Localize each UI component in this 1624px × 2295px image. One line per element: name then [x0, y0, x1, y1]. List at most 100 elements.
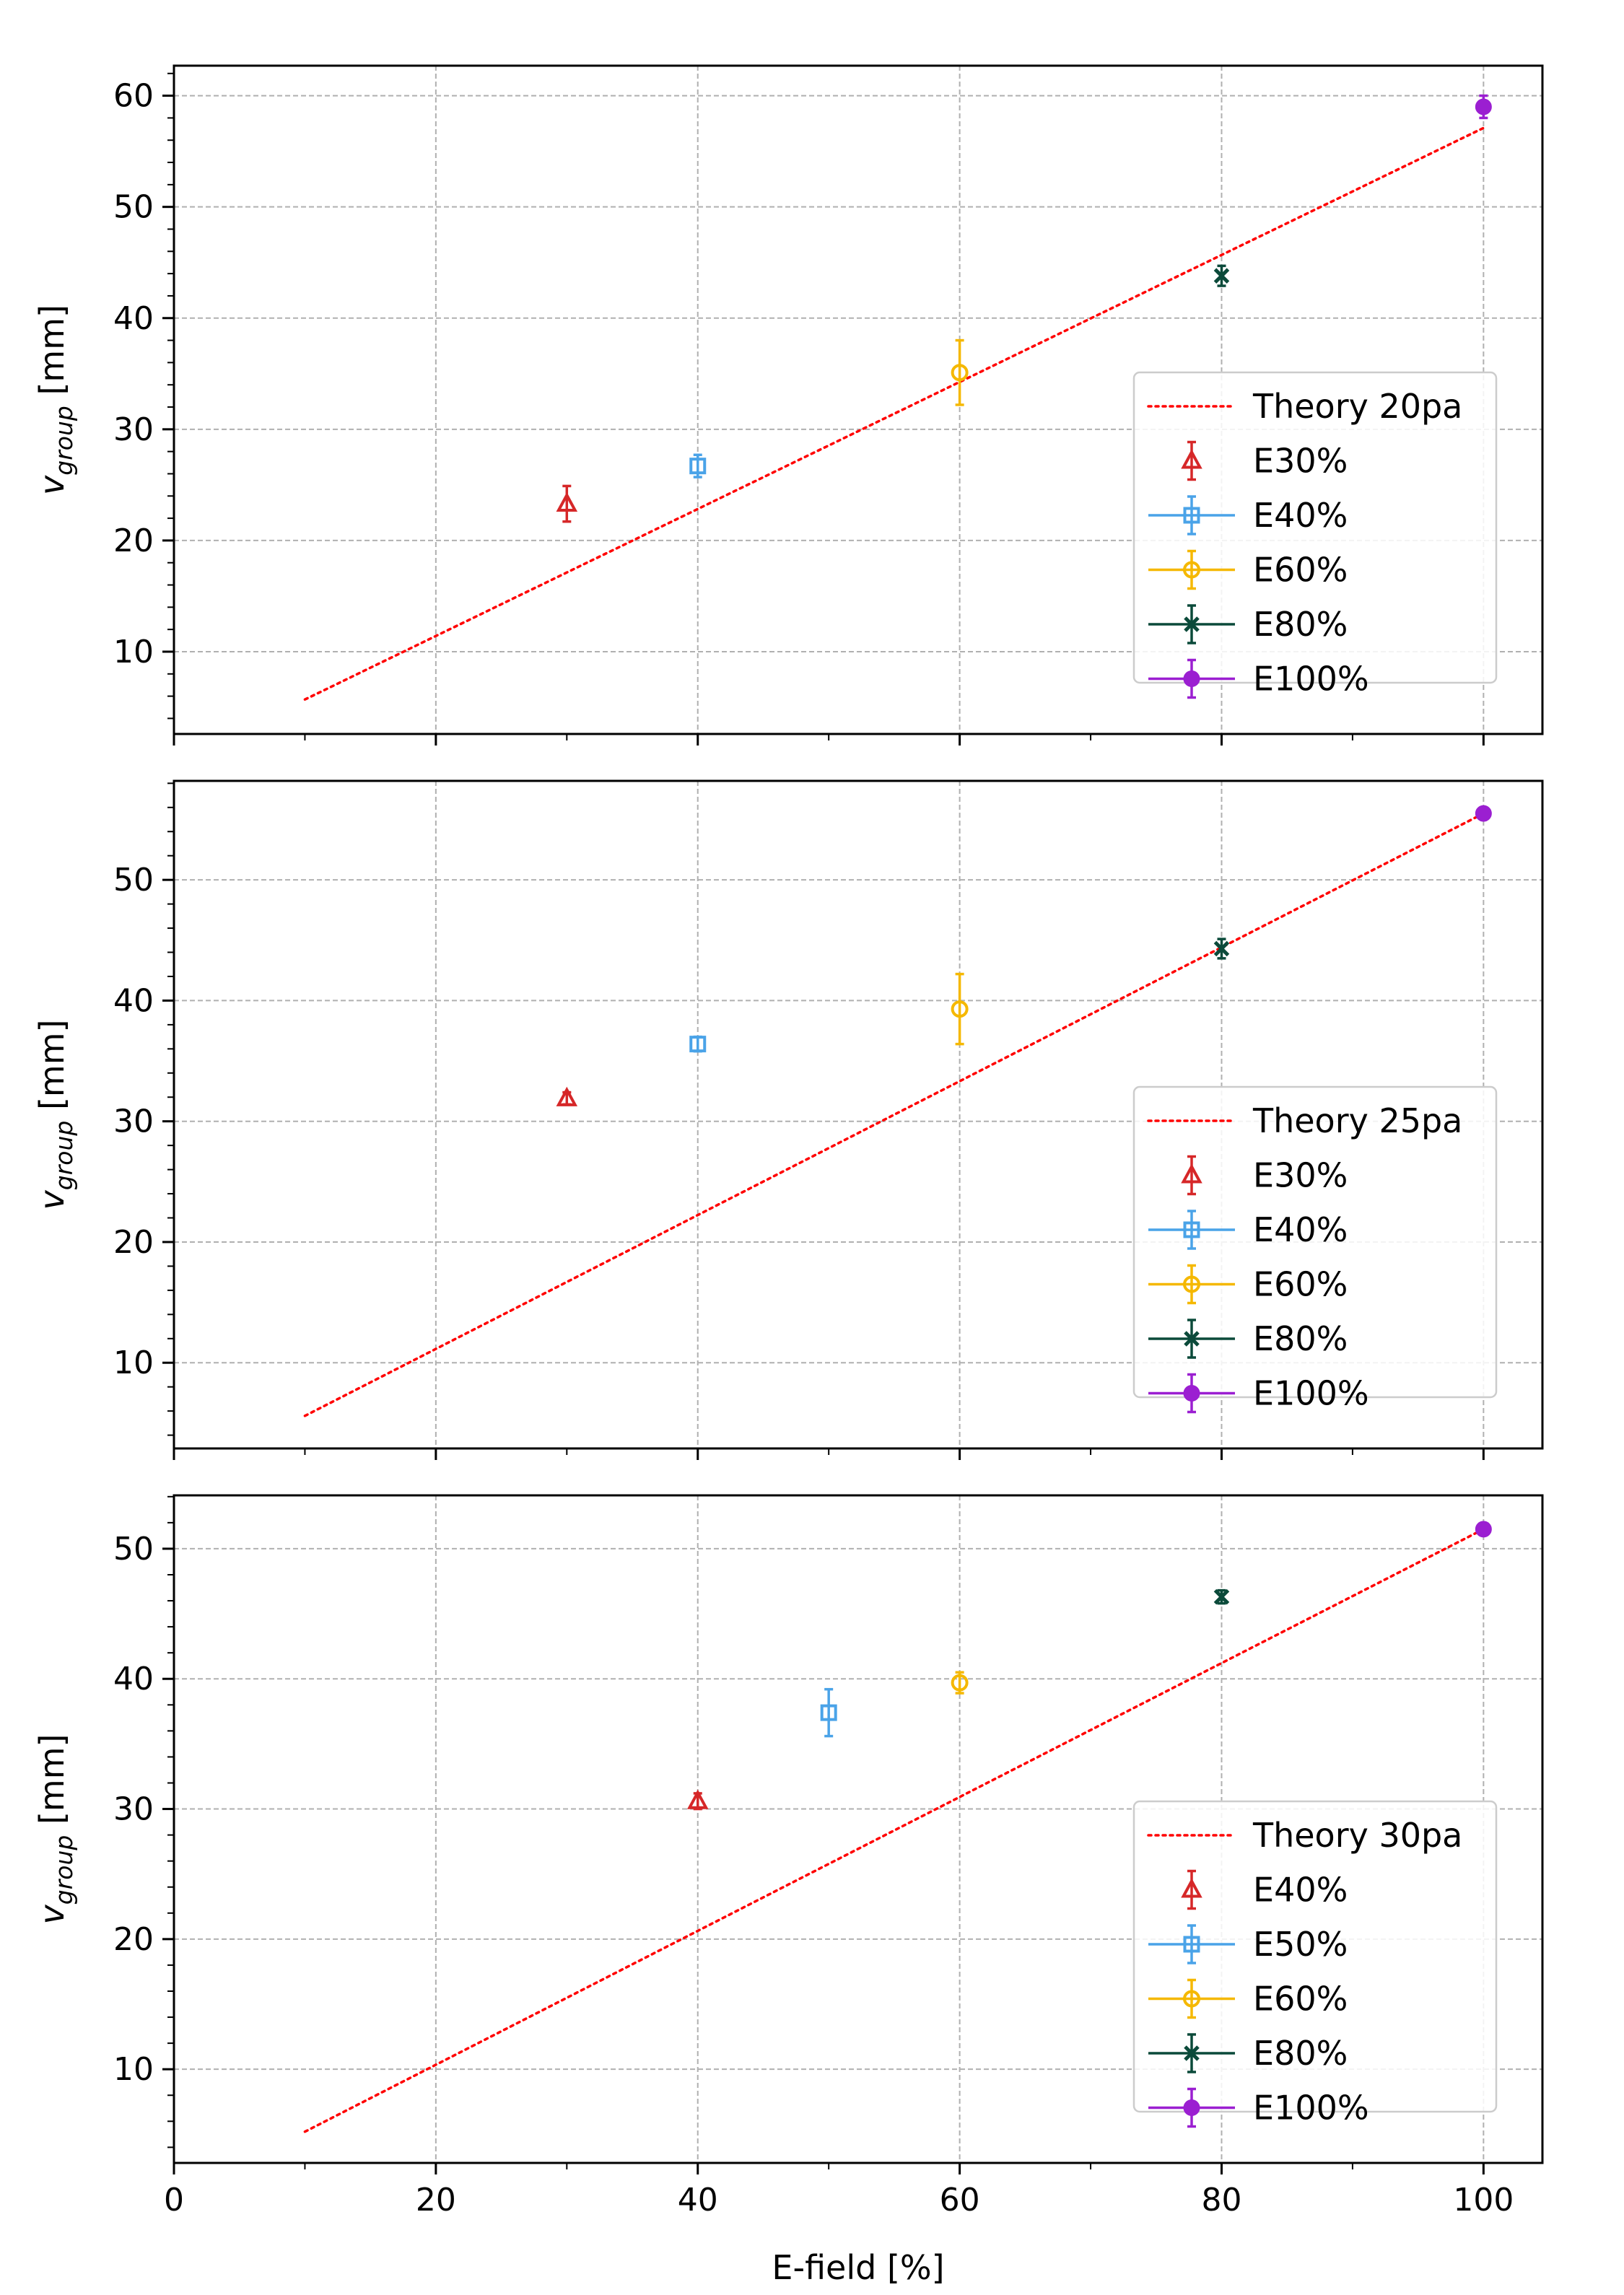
legend-label: E80% — [1253, 1319, 1348, 1358]
panel-2: 10 20 30 40 50 vgroup [mm] Theory 25pa E30% E40%… — [32, 779, 1544, 1460]
y-tick-label: 20 — [113, 1921, 154, 1958]
data-points — [556, 94, 1492, 523]
data-points — [556, 805, 1492, 1106]
y-axis-title-unit: [mm] — [32, 1020, 71, 1121]
data-point — [1475, 98, 1492, 115]
ticks: 0 20 40 60 80 100 10 20 30 40 50 — [113, 1495, 1514, 2218]
legend-marker — [1183, 1221, 1200, 1238]
y-tick-label: 40 — [113, 300, 154, 337]
y-axis-title-unit: [mm] — [32, 1734, 71, 1835]
legend-label: E60% — [1253, 551, 1348, 590]
legend-marker — [1183, 507, 1200, 524]
legend-label: E30% — [1253, 442, 1348, 481]
y-axis-title-unit: [mm] — [32, 305, 71, 406]
data-point — [951, 1674, 969, 1692]
panel-3: 0 20 40 60 80 100 10 20 30 40 50 vgroup [mm] Theory … — [32, 1494, 1544, 2218]
legend-marker — [1183, 1990, 1200, 2008]
x-tick-label: 60 — [940, 2182, 980, 2218]
y-tick-label: 60 — [113, 78, 154, 115]
y-tick-label: 10 — [113, 1345, 154, 1381]
x-tick-label: 40 — [678, 2182, 718, 2218]
legend-label: E60% — [1253, 1265, 1348, 1304]
legend-label: E100% — [1253, 660, 1369, 699]
y-tick-label: 10 — [113, 634, 154, 670]
y-axis-title-symbol: v — [32, 475, 71, 495]
theory-line — [303, 1528, 1485, 2133]
legend-marker — [1183, 1936, 1200, 1953]
y-tick-label: 30 — [113, 411, 154, 448]
y-axis-title-subscript: group — [50, 406, 78, 476]
y-tick-label: 30 — [113, 1103, 154, 1140]
y-axis-title: vgroup [mm] — [32, 305, 78, 495]
data-point — [1475, 1521, 1492, 1538]
y-tick-label: 30 — [113, 1791, 154, 1828]
data-point — [1213, 940, 1230, 957]
legend-theory-label: Theory 20pa — [1252, 387, 1462, 426]
grid — [174, 781, 1542, 1448]
data-point — [556, 491, 578, 512]
legend-box — [1132, 1800, 1498, 2113]
x-tick-label: 20 — [416, 2182, 456, 2218]
data-point — [689, 1036, 707, 1053]
legend-marker — [1183, 1275, 1200, 1293]
legend: Theory 25pa E30% E40% E60% E80% E100% — [1132, 1085, 1498, 1414]
legend-marker — [1184, 2045, 1200, 2061]
y-axis-title: vgroup [mm] — [32, 1020, 78, 1210]
legend-label: E40% — [1253, 1871, 1348, 1910]
y-tick-label: 40 — [113, 982, 154, 1019]
y-axis-title: vgroup [mm] — [32, 1734, 78, 1925]
y-tick-label: 50 — [113, 862, 154, 899]
legend-label: E80% — [1253, 605, 1348, 644]
legend-marker — [1181, 449, 1202, 469]
legend-theory-label: Theory 25pa — [1252, 1101, 1462, 1140]
legend-marker — [1183, 1385, 1200, 1402]
data-point — [689, 458, 707, 475]
x-tick-label: 80 — [1201, 2182, 1241, 2218]
legend-box — [1132, 371, 1498, 684]
legend-box — [1132, 1085, 1498, 1399]
y-axis-title-subscript: group — [50, 1121, 78, 1191]
x-tick-label: 0 — [164, 2182, 184, 2218]
y-tick-label: 50 — [113, 189, 154, 226]
legend-marker — [1184, 616, 1200, 632]
legend-label: E60% — [1253, 1980, 1348, 2019]
data-point — [1213, 268, 1230, 284]
axes-frame — [173, 64, 1544, 735]
x-tick-label: 100 — [1453, 2182, 1514, 2218]
y-tick-label: 50 — [113, 1531, 154, 1568]
y-tick-label: 10 — [113, 2051, 154, 2088]
data-point — [820, 1704, 837, 1721]
axes-frame — [173, 779, 1544, 1450]
data-points — [686, 1521, 1492, 1811]
y-axis-title-subscript: group — [50, 1835, 78, 1905]
legend-marker — [1184, 1331, 1200, 1347]
legend-theory-label: Theory 30pa — [1252, 1816, 1462, 1855]
data-point — [1475, 805, 1492, 822]
theory-line — [303, 126, 1485, 701]
panel-1: 10 20 30 40 50 60 vgroup [mm] Theory 20pa E30% E4… — [32, 64, 1544, 746]
legend-marker — [1181, 1163, 1202, 1184]
data-point — [951, 1000, 969, 1018]
x-axis-title: E-field [%] — [772, 2248, 944, 2287]
y-tick-label: 20 — [113, 1224, 154, 1261]
y-tick-label: 20 — [113, 523, 154, 559]
legend-label: E100% — [1253, 1374, 1369, 1413]
theory-line — [303, 812, 1485, 1417]
legend-marker — [1181, 1878, 1202, 1898]
data-point — [556, 1086, 578, 1106]
legend-label: E30% — [1253, 1156, 1348, 1195]
y-axis-title-symbol: v — [32, 1189, 71, 1210]
legend-label: E40% — [1253, 496, 1348, 535]
y-axis-title-symbol: v — [32, 1904, 71, 1924]
data-point — [1213, 1588, 1230, 1605]
data-point — [686, 1789, 709, 1809]
legend-label: E80% — [1253, 2034, 1348, 2073]
legend-marker — [1183, 561, 1200, 579]
ticks: 10 20 30 40 50 60 — [113, 72, 1485, 746]
data-point — [951, 364, 969, 382]
legend-marker — [1183, 670, 1200, 687]
legend-label: E50% — [1253, 1925, 1348, 1964]
y-tick-label: 40 — [113, 1661, 154, 1697]
